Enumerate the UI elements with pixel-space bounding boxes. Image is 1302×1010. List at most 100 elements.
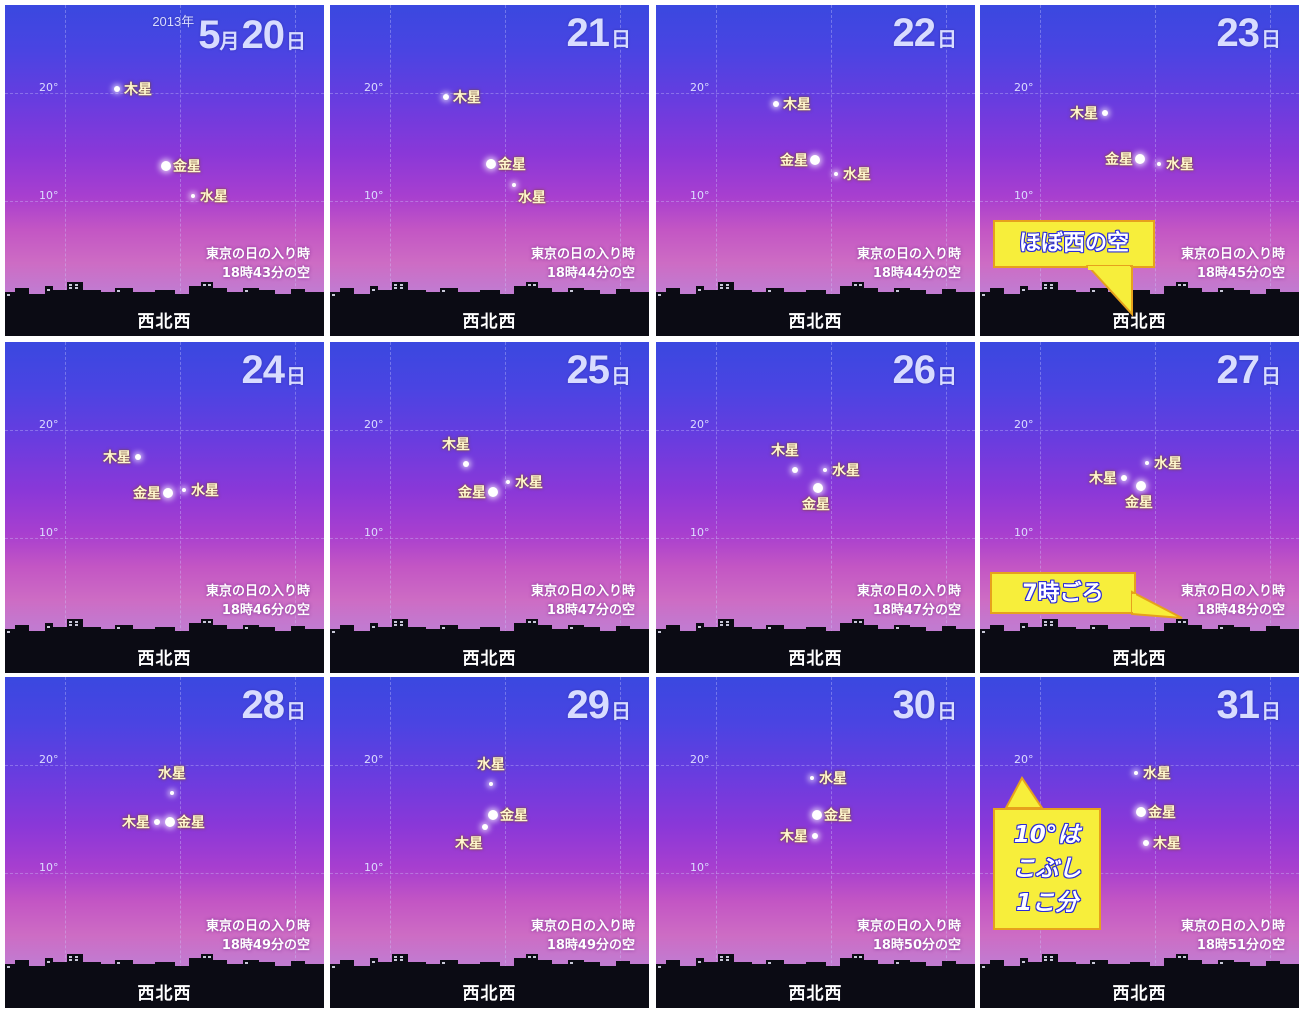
day-unit: 日 xyxy=(286,701,306,723)
callout-fist-line1: 10°は xyxy=(995,818,1099,852)
day-unit: 日 xyxy=(937,701,957,723)
planet-dot xyxy=(170,791,174,795)
direction-label: 西北西 xyxy=(656,979,975,1004)
planet-label: 木星 xyxy=(1153,833,1181,853)
planet-dot xyxy=(482,824,488,830)
callout-fist-line2: こぶし xyxy=(995,852,1099,886)
planet-label: 水星 xyxy=(1154,453,1182,473)
callout-west-sky-text: ほぼ西の空 xyxy=(1019,231,1129,256)
planet-dot xyxy=(114,86,120,92)
planet-dot xyxy=(810,776,814,780)
sunset-line-1: 東京の日の入り時 xyxy=(857,582,961,601)
planet-dot xyxy=(443,94,449,100)
planet-dot xyxy=(512,183,516,187)
day-number: 20 xyxy=(242,13,285,57)
planet-dot xyxy=(813,483,823,493)
planet-dot xyxy=(463,461,469,467)
day-label: 26 日 xyxy=(893,348,958,393)
callout-seven-oclock: 7時ごろ xyxy=(990,572,1136,614)
planet-dot xyxy=(1136,481,1146,491)
sky-panel-day-20: 20° 10° 2013年 5月20 日木星 金星 水星 東京の日の入り時 18時43分の空 西北… xyxy=(5,5,324,336)
planet-dot xyxy=(191,194,195,198)
day-label: 23 日 xyxy=(1217,11,1282,56)
planet-dot xyxy=(1102,110,1108,116)
altitude-label-20: 20° xyxy=(690,753,710,766)
planet-label: 木星 xyxy=(780,826,808,846)
city-skyline: 西北西 xyxy=(656,950,975,1008)
sunset-line-1: 東京の日の入り時 xyxy=(1181,582,1285,601)
planet-label: 水星 xyxy=(191,480,219,500)
planet-label: 金星 xyxy=(802,494,830,514)
planet-label: 木星 xyxy=(1089,468,1117,488)
planet-label: 水星 xyxy=(1143,763,1171,783)
day-label: 27 日 xyxy=(1217,348,1282,393)
sky-panel-day-28: 20° 10° 28 日木星 金星 水星 東京の日の入り時 18時49分の空 西北西 xyxy=(5,677,324,1008)
planet-dot xyxy=(810,155,820,165)
planet-dot xyxy=(1157,162,1161,166)
planet-dot xyxy=(488,487,498,497)
altitude-label-20: 20° xyxy=(39,753,59,766)
day-unit: 日 xyxy=(1261,366,1281,388)
planet-dot xyxy=(154,819,160,825)
planet-label: 金星 xyxy=(173,156,201,176)
planet-label: 水星 xyxy=(819,768,847,788)
planet-label: 木星 xyxy=(783,94,811,114)
planet-dot xyxy=(163,488,173,498)
planet-label: 金星 xyxy=(458,482,486,502)
altitude-label-10: 10° xyxy=(690,189,710,202)
sky-panel-day-27: 20° 10° 27 日木星 金星 水星 東京の日の入り時 18時48分の空 西北西 xyxy=(980,342,1299,673)
altitude-label-10: 10° xyxy=(39,189,59,202)
city-skyline: 西北西 xyxy=(656,615,975,673)
altitude-label-20: 20° xyxy=(1014,418,1034,431)
day-label: 21 日 xyxy=(567,11,632,56)
planet-label: 水星 xyxy=(1166,154,1194,174)
day-number: 22 xyxy=(893,11,936,55)
planet-dot xyxy=(165,817,175,827)
planet-dot xyxy=(1134,771,1138,775)
planet-label: 金星 xyxy=(498,154,526,174)
day-number: 29 xyxy=(567,683,610,727)
day-label: 29 日 xyxy=(567,683,632,728)
direction-label: 西北西 xyxy=(5,644,324,669)
direction-label: 西北西 xyxy=(5,979,324,1004)
altitude-label-10: 10° xyxy=(364,189,384,202)
month-number: 5 xyxy=(198,13,219,57)
planet-dot xyxy=(161,161,171,171)
altitude-label-20: 20° xyxy=(39,81,59,94)
planet-label: 金星 xyxy=(1148,802,1176,822)
planet-dot xyxy=(812,810,822,820)
day-number: 21 xyxy=(567,11,610,55)
planet-label: 水星 xyxy=(200,186,228,206)
callout-west-sky: ほぼ西の空 xyxy=(993,220,1155,268)
planet-label: 木星 xyxy=(124,79,152,99)
day-number: 25 xyxy=(567,348,610,392)
day-number: 28 xyxy=(242,683,285,727)
sky-panel-day-30: 20° 10° 30 日木星 金星 水星 東京の日の入り時 18時50分の空 西北西 xyxy=(656,677,975,1008)
planet-dot xyxy=(182,488,186,492)
planet-dot xyxy=(1136,807,1146,817)
planet-label: 水星 xyxy=(515,472,543,492)
planet-dot xyxy=(823,468,827,472)
sky-panel-day-21: 20° 10° 21 日木星 金星 水星 東京の日の入り時 18時44分の空 西北西 xyxy=(330,5,649,336)
planet-label: 木星 xyxy=(1070,103,1098,123)
direction-label: 西北西 xyxy=(330,979,649,1004)
planet-label: 金星 xyxy=(1105,149,1133,169)
planet-label: 木星 xyxy=(442,434,470,454)
planet-label: 金星 xyxy=(133,483,161,503)
day-number: 27 xyxy=(1217,348,1260,392)
altitude-label-20: 20° xyxy=(1014,81,1034,94)
day-label: 24 日 xyxy=(242,348,307,393)
direction-label: 西北西 xyxy=(980,644,1299,669)
planet-dot xyxy=(489,782,493,786)
direction-label: 西北西 xyxy=(656,644,975,669)
direction-label: 西北西 xyxy=(5,307,324,332)
planet-label: 金星 xyxy=(780,150,808,170)
day-unit: 日 xyxy=(286,31,306,53)
year-label: 2013年 xyxy=(152,14,194,29)
altitude-label-10: 10° xyxy=(39,861,59,874)
day-number: 23 xyxy=(1217,11,1260,55)
callout-fist-line3: 1こ分 xyxy=(995,886,1099,920)
planet-label: 木星 xyxy=(455,833,483,853)
city-skyline: 西北西 xyxy=(330,615,649,673)
planet-dot xyxy=(486,159,496,169)
